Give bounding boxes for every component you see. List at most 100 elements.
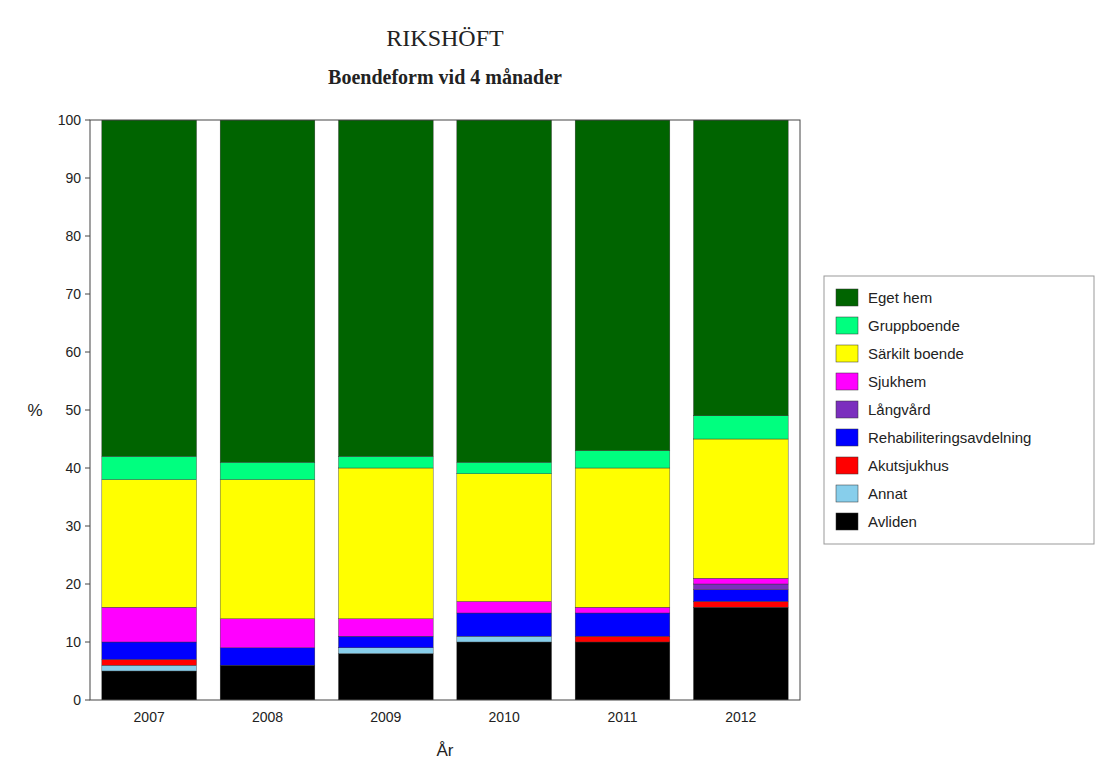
bar-segment bbox=[102, 607, 197, 642]
bar-segment bbox=[102, 671, 197, 700]
bar-segment bbox=[220, 648, 315, 665]
bar-segment bbox=[220, 462, 315, 479]
bar-segment bbox=[575, 607, 670, 613]
y-tick bbox=[85, 236, 90, 237]
legend: Eget hemGruppboendeSärkilt boendeSjukhem… bbox=[824, 276, 1094, 544]
legend-swatch bbox=[836, 401, 858, 418]
series-bars bbox=[102, 601, 788, 665]
y-tick bbox=[85, 294, 90, 295]
y-tick bbox=[85, 178, 90, 179]
bar-segment bbox=[339, 619, 434, 636]
x-tick-label: 2011 bbox=[607, 709, 637, 725]
bar-segment bbox=[339, 468, 434, 619]
legend-swatch bbox=[836, 317, 858, 334]
bar-segment bbox=[339, 120, 434, 456]
legend-swatch bbox=[836, 345, 858, 362]
x-axis: 2007 2008 2009 2010 2011 2012 År bbox=[134, 709, 757, 760]
bar-segment bbox=[339, 654, 434, 700]
bar-segment bbox=[457, 613, 552, 636]
bar-segment bbox=[102, 659, 197, 665]
y-tick bbox=[85, 352, 90, 353]
bar-segment bbox=[102, 480, 197, 608]
bar-segment bbox=[457, 462, 552, 474]
x-tick-label: 2010 bbox=[489, 709, 520, 725]
y-tick bbox=[85, 410, 90, 411]
y-axis: 0102030405060708090100% bbox=[27, 112, 90, 708]
bar-segment bbox=[575, 613, 670, 636]
y-tick bbox=[85, 526, 90, 527]
y-tick bbox=[85, 584, 90, 585]
y-tick bbox=[85, 120, 90, 121]
bar-segment bbox=[575, 636, 670, 642]
plot-frame bbox=[90, 120, 800, 700]
bar-segment bbox=[575, 120, 670, 451]
bars bbox=[102, 120, 788, 700]
y-tick bbox=[85, 642, 90, 643]
bar-segment bbox=[694, 590, 789, 602]
legend-swatch bbox=[836, 457, 858, 474]
bar-segment bbox=[220, 665, 315, 700]
series-bars bbox=[102, 578, 788, 648]
legend-label: Gruppboende bbox=[868, 317, 960, 334]
x-tick-label: 2008 bbox=[252, 709, 283, 725]
series-bars bbox=[102, 590, 788, 665]
bar-segment bbox=[339, 648, 434, 654]
bar-segment bbox=[694, 439, 789, 578]
legend-box bbox=[824, 276, 1094, 544]
legend-label: Särkilt boende bbox=[868, 345, 964, 362]
title: RIKSHÖFT bbox=[386, 25, 504, 51]
legend-swatch bbox=[836, 429, 858, 446]
bar-segment bbox=[457, 601, 552, 613]
y-tick-label: 0 bbox=[73, 692, 81, 708]
bar-segment bbox=[457, 642, 552, 700]
x-tick-label: 2012 bbox=[725, 709, 756, 725]
legend-label: Akutsjukhus bbox=[868, 457, 949, 474]
bar-segment bbox=[575, 451, 670, 468]
legend-swatch bbox=[836, 485, 858, 502]
y-tick-label: 20 bbox=[65, 576, 81, 592]
bar-segment bbox=[694, 584, 789, 590]
legend-swatch bbox=[836, 513, 858, 530]
y-tick bbox=[85, 700, 90, 701]
bar-segment bbox=[457, 636, 552, 642]
bar-segment bbox=[694, 607, 789, 700]
bar-segment bbox=[694, 120, 789, 416]
y-tick-label: 60 bbox=[65, 344, 81, 360]
x-tick-label: 2007 bbox=[134, 709, 165, 725]
x-axis-label: År bbox=[437, 741, 454, 760]
bar-segment bbox=[694, 416, 789, 439]
y-tick-label: 30 bbox=[65, 518, 81, 534]
bar-segment bbox=[339, 456, 434, 468]
y-tick-label: 100 bbox=[58, 112, 82, 128]
bar-segment bbox=[339, 636, 434, 648]
legend-swatch bbox=[836, 289, 858, 306]
chart-container: RIKSHÖFT Boendeform vid 4 månader 0 10 20 30 4… bbox=[0, 0, 1120, 780]
legend-label: Rehabiliteringsavdelning bbox=[868, 429, 1031, 446]
series-bars bbox=[102, 416, 788, 480]
y-tick-label: 50 bbox=[65, 402, 81, 418]
series-bars bbox=[102, 120, 788, 462]
legend-label: Eget hem bbox=[868, 289, 932, 306]
y-tick-label: 80 bbox=[65, 228, 81, 244]
bar-segment bbox=[102, 642, 197, 659]
y-tick-label: 90 bbox=[65, 170, 81, 186]
subtitle: Boendeform vid 4 månader bbox=[328, 66, 562, 88]
legend-label: Långvård bbox=[868, 401, 931, 418]
x-tick-label: 2009 bbox=[370, 709, 401, 725]
y-tick-label: 10 bbox=[65, 634, 81, 650]
series-bars bbox=[102, 439, 788, 619]
bar-segment bbox=[102, 456, 197, 479]
bar-segment bbox=[102, 120, 197, 456]
legend-label: Annat bbox=[868, 485, 908, 502]
bar-segment bbox=[220, 619, 315, 648]
legend-swatch bbox=[836, 373, 858, 390]
series-bars bbox=[694, 584, 789, 590]
bar-segment bbox=[220, 480, 315, 619]
bar-segment bbox=[575, 468, 670, 607]
bar-segment bbox=[575, 642, 670, 700]
bar-segment bbox=[694, 601, 789, 607]
y-tick-label: 40 bbox=[65, 460, 81, 476]
bar-segment bbox=[102, 665, 197, 671]
bar-segment bbox=[457, 474, 552, 602]
legend-label: Avliden bbox=[868, 513, 917, 530]
